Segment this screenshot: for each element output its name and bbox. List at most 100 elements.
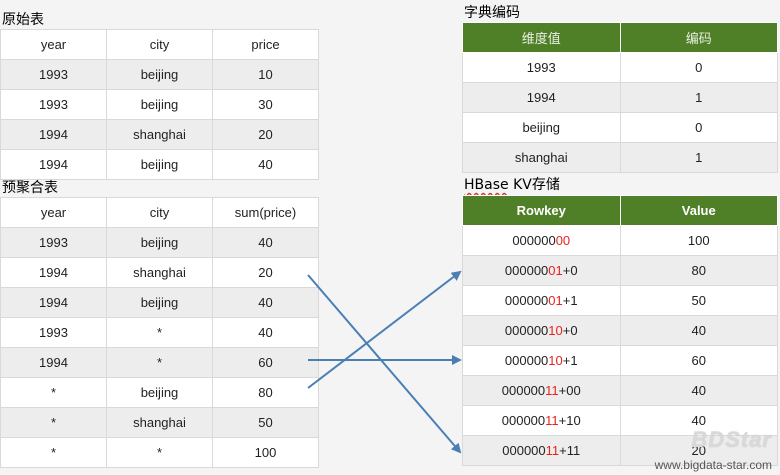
table-cell: *	[106, 347, 213, 378]
hbase-table-body: Rowkey Value 00000000 100 00000001+0 80 0000…	[462, 195, 778, 466]
table-cell: 1993	[0, 317, 107, 348]
rowkey-cell: 00000011+10	[462, 405, 621, 436]
table-row: 00000010+0 40	[462, 315, 778, 346]
rowkey-suffix: +0	[562, 263, 578, 278]
table-cell: 80	[212, 377, 319, 408]
table-row: 1994 beijing 40	[0, 287, 319, 318]
original-table: year city price 1993 beijing 10 1993 beijing…	[0, 29, 319, 180]
original-table-body: year city price 1993 beijing 10 1993 beijing…	[0, 29, 319, 180]
column-header: sum(price)	[212, 197, 319, 228]
rowkey-code: 11	[545, 413, 559, 428]
arrow-shanghai-1994	[307, 274, 462, 454]
column-header: price	[212, 29, 319, 60]
rowkey-code: 00	[555, 233, 571, 248]
table-cell: 1993	[0, 59, 107, 90]
rowkey-prefix: 000000	[504, 293, 549, 308]
aggregate-table-title: 预聚合表	[2, 180, 58, 196]
watermark-url: www.bigdata-star.com	[654, 458, 772, 472]
table-cell: shanghai	[106, 407, 213, 438]
rowkey-suffix: +0	[562, 323, 578, 338]
column-header: Rowkey	[462, 195, 621, 226]
table-row: 00000011+11 20	[462, 435, 778, 466]
table-row: 00000001+0 80	[462, 255, 778, 286]
table-row: * shanghai 50	[0, 407, 319, 438]
rowkey-suffix: +00	[558, 383, 581, 398]
rowkey-code: 10	[548, 323, 563, 338]
table-cell: *	[106, 437, 213, 468]
rowkey-code: 01	[548, 293, 563, 308]
table-row: 00000011+10 40	[462, 405, 778, 436]
table-cell: 1994	[0, 257, 107, 288]
rowkey-suffix: +10	[558, 413, 581, 428]
rowkey-code: 10	[548, 353, 563, 368]
rowkey-prefix: 000000	[512, 233, 556, 248]
hbase-title-suffix: KV存储	[508, 177, 560, 193]
table-cell: beijing	[106, 227, 213, 258]
table-cell: beijing	[106, 149, 213, 180]
table-row: 00000011+00 40	[462, 375, 778, 406]
table-cell: beijing	[106, 287, 213, 318]
table-cell: 0	[619, 112, 778, 143]
table-cell: 1	[619, 142, 778, 173]
rowkey-suffix: +1	[562, 353, 578, 368]
rowkey-cell: 00000011+00	[462, 375, 621, 406]
table-row: 1994 shanghai 20	[0, 119, 319, 150]
table-cell: 1994	[0, 287, 107, 318]
aggregate-table: year city sum(price) 1993 beijing 40 1994 sh…	[0, 197, 319, 468]
table-cell: *	[106, 317, 213, 348]
table-cell: *	[0, 437, 107, 468]
table-cell: *	[0, 407, 107, 438]
table-row: beijing 0	[462, 112, 778, 143]
table-cell: 40	[212, 227, 319, 258]
rowkey-prefix: 000000	[504, 263, 549, 278]
rowkey-prefix: 000000	[502, 443, 546, 458]
table-row: 1993 beijing 10	[0, 59, 319, 90]
table-cell: 1993	[462, 52, 621, 83]
table-cell: 100	[212, 437, 319, 468]
table-cell: beijing	[106, 89, 213, 120]
table-header-row: Rowkey Value	[462, 195, 778, 226]
table-cell: shanghai	[106, 257, 213, 288]
table-header-row: year city sum(price)	[0, 197, 319, 228]
table-cell: 20	[212, 119, 319, 150]
hbase-table: Rowkey Value 00000000 100 00000001+0 80 0000…	[462, 195, 778, 466]
column-header: year	[0, 197, 107, 228]
column-header: city	[106, 197, 213, 228]
table-row: 1993 0	[462, 52, 778, 83]
table-cell: beijing	[106, 377, 213, 408]
arrow-all-beijing	[307, 270, 462, 389]
rowkey-prefix: 000000	[504, 353, 549, 368]
hbase-title-prefix: HBase	[464, 177, 509, 193]
value-cell: 40	[619, 375, 778, 406]
original-table-title: 原始表	[2, 12, 44, 28]
table-cell: 0	[619, 52, 778, 83]
table-row: 1994 1	[462, 82, 778, 113]
column-header: 维度值	[462, 22, 621, 53]
rowkey-suffix: +11	[559, 443, 581, 458]
rowkey-cell: 00000001+1	[462, 285, 621, 316]
table-header-row: 维度值 编码	[462, 22, 778, 53]
rowkey-cell: 00000011+11	[462, 435, 621, 466]
rowkey-cell: 00000001+0	[462, 255, 621, 286]
table-cell: 50	[212, 407, 319, 438]
table-cell: 20	[212, 257, 319, 288]
dictionary-table-body: 维度值 编码 1993 0 1994 1 beijing 0 shanghai 1	[462, 22, 778, 173]
table-row: 00000000 100	[462, 225, 778, 256]
value-cell: 80	[619, 255, 778, 286]
value-cell: 50	[619, 285, 778, 316]
dictionary-table-title: 字典编码	[464, 5, 520, 21]
table-header-row: year city price	[0, 29, 319, 60]
table-cell: 40	[212, 317, 319, 348]
table-cell: 1994	[0, 119, 107, 150]
table-row: 1993 beijing 40	[0, 227, 319, 258]
table-cell: 40	[212, 149, 319, 180]
rowkey-prefix: 000000	[501, 413, 546, 428]
table-cell: beijing	[462, 112, 621, 143]
bdstar-logo: BDStar	[691, 427, 772, 452]
table-cell: 60	[212, 347, 319, 378]
table-row: * * 100	[0, 437, 319, 468]
value-cell: 40	[619, 315, 778, 346]
rowkey-code: 01	[548, 263, 563, 278]
rowkey-prefix: 000000	[504, 323, 549, 338]
column-header: 编码	[619, 22, 778, 53]
